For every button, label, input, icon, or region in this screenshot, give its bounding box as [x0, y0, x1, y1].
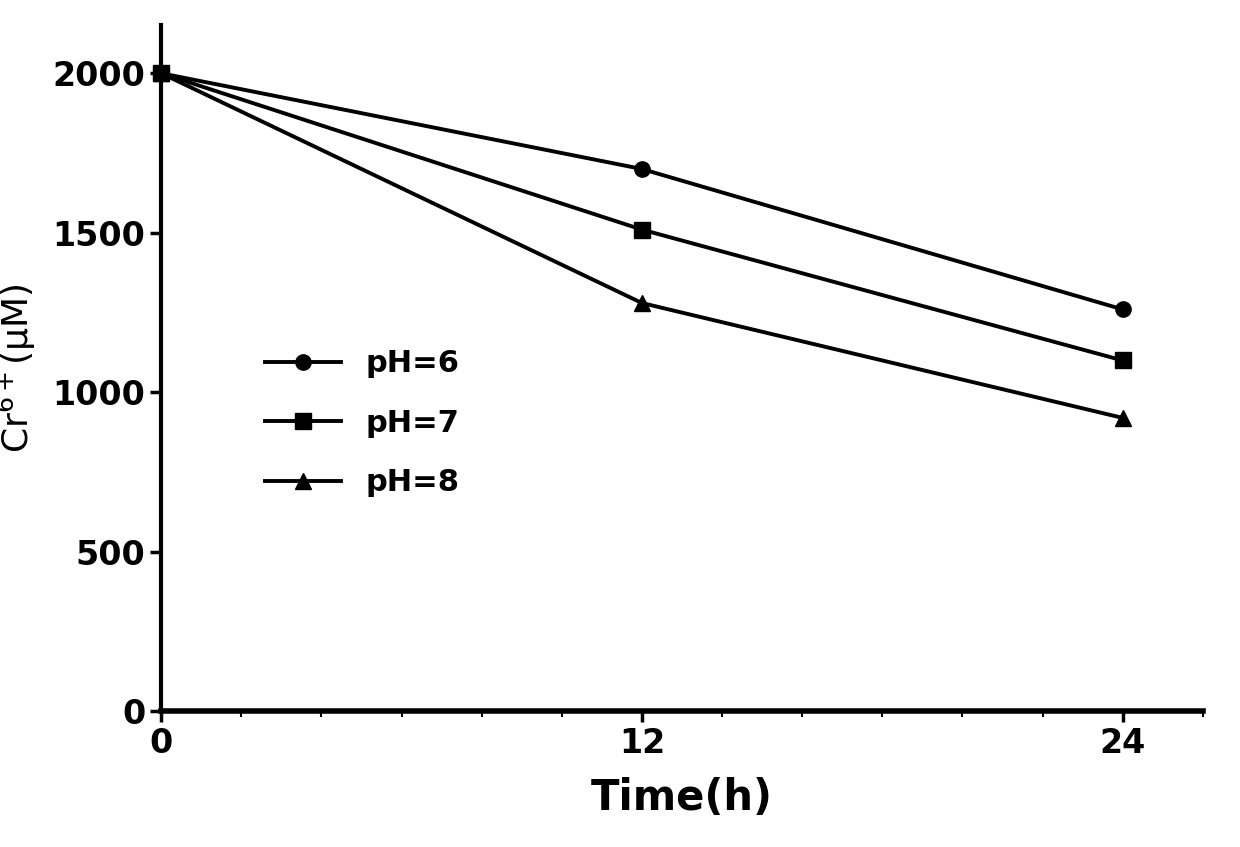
pH=8 — [154, 69, 169, 79]
Line: pH=7: pH=7 — [154, 65, 1131, 368]
pH=6 — [635, 164, 650, 174]
Legend: pH=6, pH=7, pH=8: pH=6, pH=7, pH=8 — [249, 334, 475, 512]
Line: pH=8: pH=8 — [154, 65, 1131, 425]
X-axis label: Time(h): Time(h) — [591, 777, 773, 819]
Y-axis label: $\mathrm{Cr^{6+}(\mu M)}$: $\mathrm{Cr^{6+}(\mu M)}$ — [0, 284, 38, 453]
pH=8 — [1115, 412, 1130, 423]
Line: pH=6: pH=6 — [154, 65, 1131, 317]
pH=7 — [154, 69, 169, 79]
pH=8 — [635, 298, 650, 308]
pH=7 — [1115, 356, 1130, 366]
pH=6 — [154, 69, 169, 79]
pH=6 — [1115, 304, 1130, 314]
pH=7 — [635, 224, 650, 235]
